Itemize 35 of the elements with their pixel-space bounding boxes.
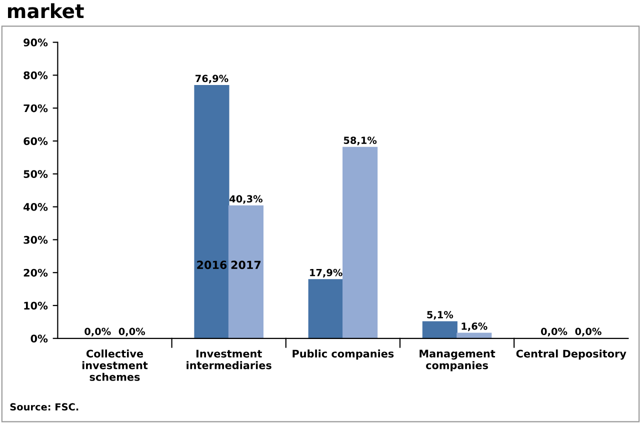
data-label: 0,0% [575, 328, 602, 336]
series-label: 2017 [231, 260, 261, 270]
data-label: 0,0% [541, 328, 568, 336]
bar [422, 321, 458, 338]
x-tick-label: Investment intermediaries [186, 350, 272, 370]
data-label: 58,1% [344, 136, 377, 146]
data-label: 40,3% [230, 195, 263, 204]
data-label: 5,1% [427, 310, 454, 320]
y-tick-label: 20% [24, 268, 48, 277]
data-label: 0,0% [84, 328, 111, 336]
x-tick-label: Management companies [420, 350, 496, 372]
data-label: 76,9% [196, 74, 228, 84]
data-label: 0,0% [118, 328, 146, 336]
chart-title: market [8, 3, 84, 18]
x-tick-label: Public companies [292, 350, 394, 360]
y-tick-label: 60% [24, 137, 48, 146]
source-note: Source: FSC. [10, 403, 78, 411]
bar [308, 279, 344, 338]
y-tick-label: 80% [24, 71, 48, 80]
bar [194, 84, 230, 338]
y-tick-label: 30% [24, 236, 48, 244]
bar [228, 205, 264, 338]
series-label: 2016 [197, 260, 227, 270]
x-tick-label: Central Depository [516, 350, 626, 360]
data-label: 17,9% [310, 268, 342, 278]
y-tick-label: 90% [24, 38, 48, 46]
y-tick-label: 0% [30, 334, 48, 343]
bar [456, 332, 492, 338]
data-label: 1,6% [462, 322, 488, 332]
bar [342, 146, 378, 338]
y-tick-label: 40% [24, 203, 48, 211]
y-tick-label: 10% [24, 302, 48, 310]
y-tick-label: 70% [24, 104, 48, 112]
x-tick-label: Collective investment schemes [82, 350, 148, 381]
y-tick-label: 50% [24, 170, 48, 178]
